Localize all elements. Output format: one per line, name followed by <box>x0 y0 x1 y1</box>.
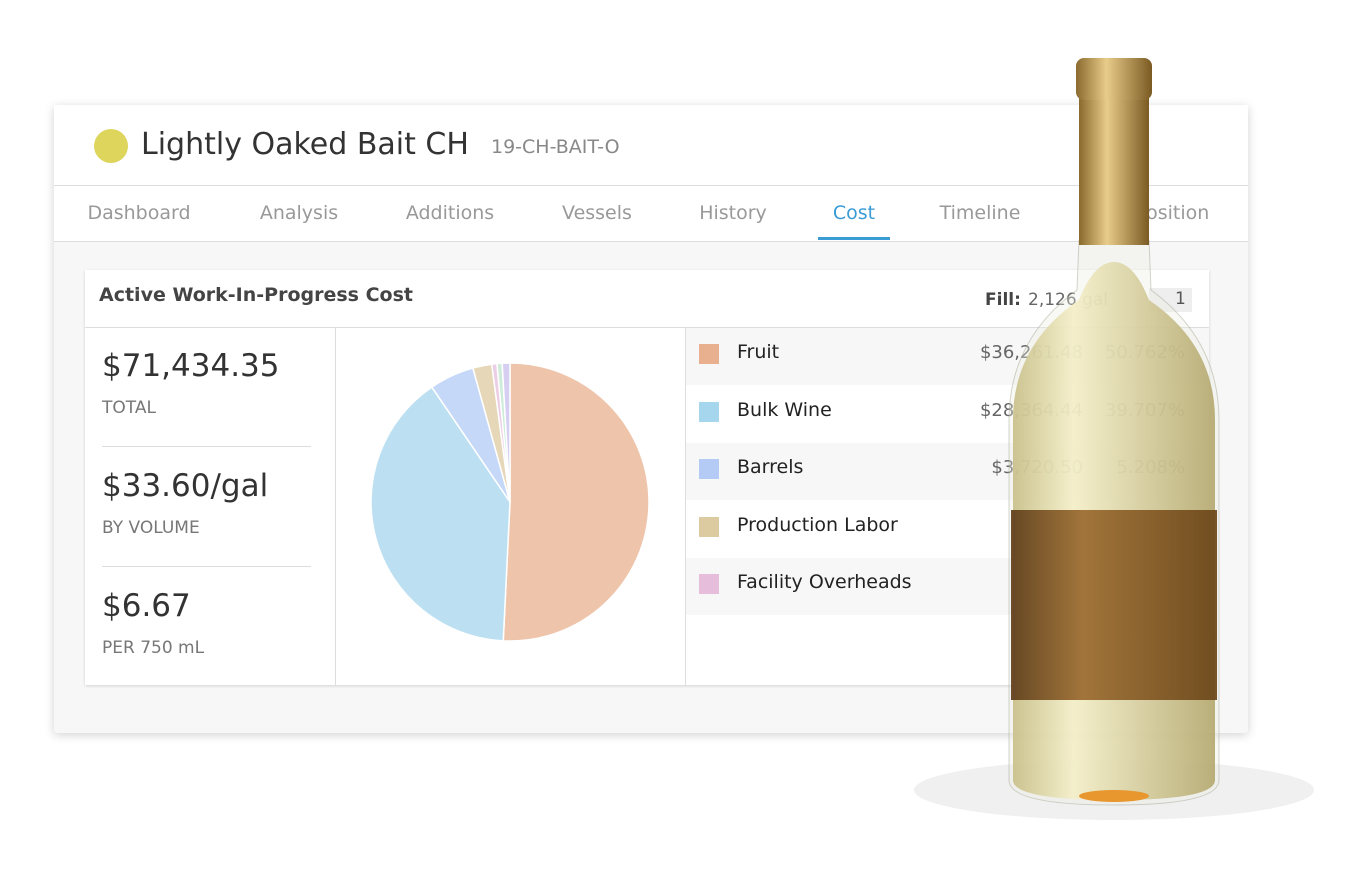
stat-value: $33.60/gal <box>102 468 269 504</box>
pie-slice <box>370 386 511 642</box>
divider <box>335 327 336 685</box>
legend-swatch <box>699 516 719 537</box>
tab-underline <box>818 237 890 240</box>
tab[interactable]: History <box>699 202 767 224</box>
legend-swatch <box>699 401 719 422</box>
legend-name: Facility Overheads <box>737 571 912 593</box>
fill-label: Fill: <box>985 290 1021 310</box>
pie-slice <box>501 362 511 503</box>
title: Lightly Oaked Bait CH <box>141 127 469 162</box>
code: 19-CH-BAIT-O <box>491 136 620 158</box>
legend-name: Barrels <box>737 456 804 478</box>
divider <box>54 185 1248 186</box>
pie-slice <box>502 362 650 642</box>
bottle <box>914 58 1314 820</box>
stat-label: TOTAL <box>102 398 156 418</box>
pie-chart <box>370 362 650 642</box>
legend-name: Production Labor <box>737 513 898 536</box>
status-dot <box>94 129 128 163</box>
divider <box>54 241 1248 242</box>
legend-name: Fruit <box>737 341 780 363</box>
tab[interactable]: Cost <box>832 202 876 224</box>
divider <box>685 327 686 685</box>
capsule <box>1079 98 1149 245</box>
punt <box>1079 790 1149 802</box>
tab[interactable]: Timeline <box>939 202 1021 224</box>
legend-swatch <box>699 344 719 364</box>
divider <box>102 566 311 567</box>
count: 1 <box>1175 289 1186 309</box>
tab[interactable]: Vessels <box>562 202 632 224</box>
divider <box>85 327 1209 328</box>
tab[interactable]: Dashboard <box>87 202 191 224</box>
stat-value: $71,434.35 <box>102 348 280 384</box>
tab[interactable]: Additions <box>405 202 495 224</box>
stat-label: PER 750 mL <box>102 638 205 658</box>
tab[interactable]: Analysis <box>259 202 339 224</box>
legend-swatch <box>699 574 719 594</box>
label <box>1011 510 1217 700</box>
panel-header <box>54 105 1248 242</box>
legend-name: Bulk Wine <box>737 398 832 421</box>
capsule-top <box>1076 58 1152 100</box>
stat-label: BY VOLUME <box>102 518 200 538</box>
card-title: Active Work-In-Progress Cost <box>99 284 413 306</box>
stat-value: $6.67 <box>102 588 191 624</box>
divider <box>102 446 311 447</box>
legend-swatch <box>699 459 719 479</box>
